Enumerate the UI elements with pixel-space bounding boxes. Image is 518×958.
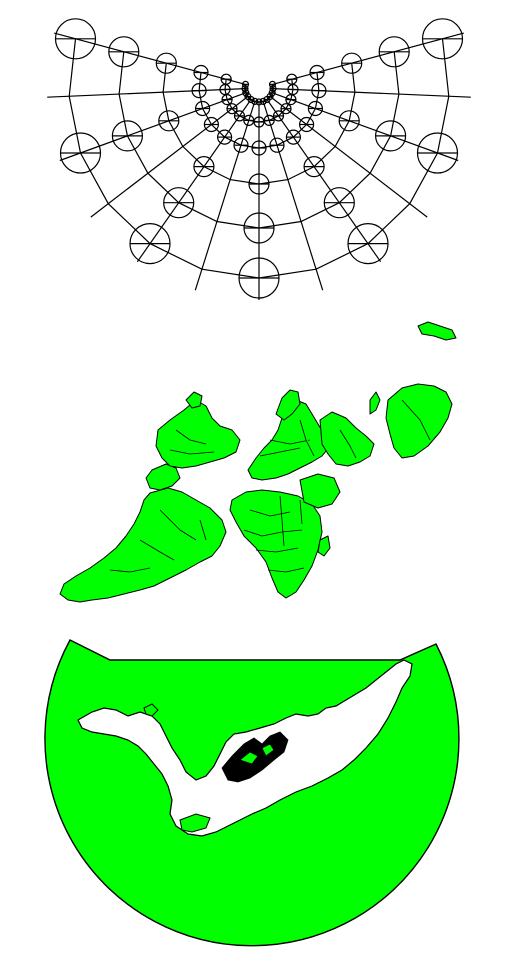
meridian-line [269, 96, 428, 218]
meridian-line [47, 88, 246, 98]
disc-island-2 [143, 703, 159, 717]
landmass-north-america [155, 399, 241, 469]
disc-archipelago-green [239, 743, 275, 765]
landmass-arabia [299, 473, 341, 509]
graticule-panel [47, 18, 471, 300]
meridian-line [262, 101, 324, 291]
landmass-far-east-island [417, 321, 457, 341]
meridian-line [272, 32, 464, 85]
meridians [47, 32, 471, 300]
landmass-scandinavia [275, 389, 301, 421]
world-map-panel [59, 321, 457, 603]
meridian-line [90, 96, 249, 218]
meridian-line [266, 99, 382, 263]
landmass-greenland [185, 391, 203, 409]
landmass-africa [229, 489, 323, 599]
landmass-japan [369, 391, 381, 415]
landmass-central-america [145, 463, 181, 491]
meridian-line [59, 92, 247, 162]
disc-island-1 [179, 813, 211, 833]
meridian-line [54, 32, 246, 85]
meridian-line [136, 99, 252, 263]
tissot-indicatrix-circles [54, 18, 464, 299]
country-borders [109, 399, 431, 573]
landmass-asia [319, 411, 375, 467]
meridian-line [272, 88, 471, 98]
landmass-south-america [59, 487, 227, 603]
meridian-line [271, 92, 459, 162]
disc-panel [44, 639, 460, 947]
landmass-madagascar [317, 535, 331, 557]
meridian-line [194, 101, 256, 291]
